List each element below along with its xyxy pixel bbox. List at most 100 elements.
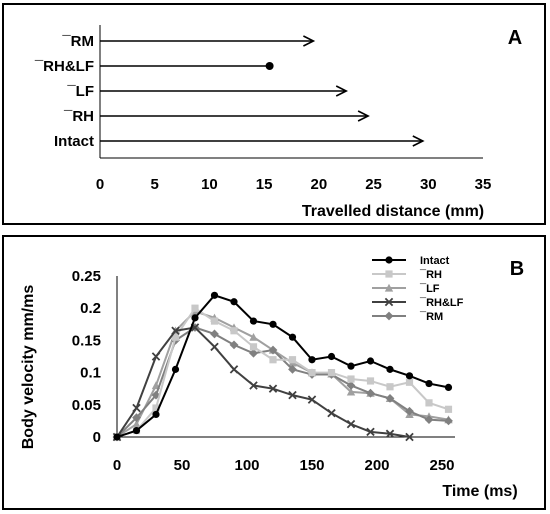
distance-arrow: [100, 35, 316, 47]
data-point: [288, 390, 297, 400]
x-tick-label: 30: [420, 176, 437, 193]
data-point: [366, 427, 375, 437]
x-tick-label: 35: [475, 176, 492, 193]
data-point: [171, 365, 180, 373]
data-point: [249, 348, 258, 358]
x-tick-label: 50: [174, 457, 191, 474]
legend-item: ¯RM: [372, 311, 443, 323]
y-tick-label: 0.2: [80, 300, 101, 317]
data-point: [269, 356, 277, 364]
legend-item: Intact: [372, 255, 450, 267]
distance-arrow: [100, 135, 425, 147]
x-tick-label: 15: [256, 176, 273, 193]
y-tick-label: 0.25: [72, 268, 101, 285]
series-rh: [113, 304, 453, 441]
y-tick-label: 0.1: [80, 365, 101, 382]
panel-b-label: B: [510, 258, 524, 280]
data-point: [327, 352, 336, 361]
data-point: [405, 378, 414, 386]
distance-arrow: [100, 62, 274, 70]
arrow-head: [357, 110, 370, 122]
category-label: ¯LF: [66, 83, 94, 100]
data-point: [230, 327, 238, 335]
data-point: [249, 381, 258, 390]
arrow-head: [335, 85, 349, 97]
data-point: [288, 364, 297, 374]
data-point: [191, 304, 199, 312]
legend-label: ¯LF: [419, 283, 440, 295]
data-point: [346, 419, 356, 429]
data-point: [151, 352, 161, 361]
x-tick-label: 25: [365, 176, 382, 193]
y-tick-label: 0.05: [72, 397, 101, 414]
category-label: Intact: [54, 133, 94, 150]
panel-b-x-tick-labels: 0 50 100 150 200 250: [113, 457, 455, 474]
x-tick-label: 100: [234, 457, 259, 474]
category-label: ¯RM: [61, 33, 94, 50]
panel-a-arrows: [100, 35, 425, 147]
y-tick-label: 0.15: [72, 332, 101, 349]
data-point: [385, 429, 395, 439]
x-tick-label: 20: [311, 176, 328, 193]
panel-a-label: A: [508, 27, 522, 49]
data-point: [347, 375, 355, 383]
data-point: [366, 357, 375, 365]
data-point: [210, 317, 219, 325]
data-point: [366, 377, 375, 385]
data-point: [444, 405, 453, 413]
legend-label: Intact: [420, 255, 450, 267]
legend-label: ¯RM: [419, 311, 443, 323]
series-line: [116, 326, 410, 438]
data-point: [288, 356, 297, 364]
arrow-head: [412, 135, 425, 147]
x-tick-label: 0: [96, 176, 104, 193]
category-label: ¯RH: [63, 108, 94, 125]
data-point: [346, 381, 356, 390]
panel-b-legend: Intact ¯RH ¯LF ¯RH&LF ¯RM: [372, 255, 464, 323]
data-point: [249, 343, 258, 351]
data-point: [132, 413, 141, 423]
panel-b-frame: [2, 235, 546, 510]
data-point: [386, 383, 394, 391]
legend-label: ¯RH: [419, 269, 442, 281]
panel-b-x-axis-title: Time (ms): [442, 483, 517, 500]
data-point: [152, 410, 160, 419]
data-point: [308, 356, 316, 364]
data-point: [444, 416, 453, 426]
data-point: [288, 333, 297, 341]
data-point: [384, 283, 394, 292]
series-intact: [113, 291, 453, 441]
panel-b-y-tick-labels: 0 0.05 0.1 0.15 0.2 0.25: [72, 268, 101, 446]
data-point: [269, 320, 277, 328]
data-point: [385, 256, 393, 264]
panel-b: B Body velocity mm/ms 0 0.05 0.1 0.15 0.2 0.2…: [2, 235, 546, 510]
distance-arrow: [100, 85, 349, 97]
data-point: [210, 342, 219, 352]
panel-b-y-axis-title: Body velocity mm/ms: [20, 285, 37, 450]
data-point: [249, 332, 258, 341]
data-point: [405, 372, 414, 380]
data-point: [347, 362, 355, 370]
data-point: [132, 419, 141, 428]
data-point: [384, 311, 394, 321]
data-point: [229, 365, 239, 374]
data-point: [191, 314, 199, 322]
panel-a: A ¯RM ¯RH&LF ¯LF ¯RH Intact 0 5 10 15 20 25 30 35 T…: [2, 3, 546, 225]
data-point: [425, 399, 433, 407]
data-point: [444, 383, 453, 392]
data-point: [171, 333, 180, 341]
data-point: [327, 408, 336, 418]
x-tick-label: 10: [201, 176, 218, 193]
data-point: [405, 432, 414, 442]
data-point: [308, 369, 316, 377]
legend-item: ¯RH: [372, 269, 442, 281]
data-point: [249, 317, 258, 325]
data-point: [385, 270, 393, 278]
data-point: [132, 426, 141, 435]
x-tick-label: 150: [299, 457, 324, 474]
data-point: [405, 406, 414, 416]
x-tick-label: 5: [151, 176, 159, 193]
data-point: [268, 384, 278, 393]
data-point: [384, 297, 394, 307]
